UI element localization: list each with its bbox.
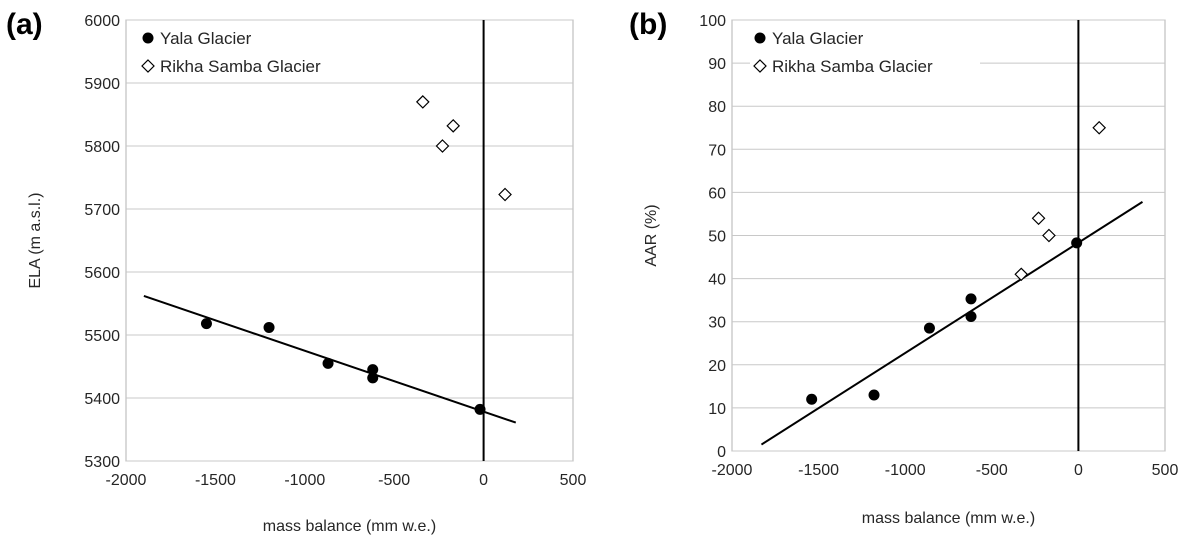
y-tick-label: 5300 — [84, 454, 120, 471]
legend-label-rikha-samba: Rikha Samba Glacier — [160, 57, 321, 76]
x-axis-title: mass balance (mm w.e.) — [263, 518, 436, 535]
x-tick-label: 0 — [479, 472, 488, 489]
data-point-rikha-samba — [1014, 267, 1029, 282]
y-tick-label: 5800 — [84, 139, 120, 156]
panel-a: 5300 5400 5500 5600 5700 5800 5900 6000 -2000 -15… — [6, 8, 586, 535]
legend-marker-rikha-samba — [753, 59, 767, 73]
legend-background — [138, 24, 366, 82]
legend-marker-yala — [142, 32, 154, 44]
y-tick-label: 20 — [708, 358, 726, 375]
data-point-yala — [1071, 237, 1083, 249]
x-tick-label: -500 — [976, 462, 1008, 479]
data-point-rikha-samba — [446, 118, 461, 133]
data-point-rikha-samba — [435, 139, 450, 153]
plot-area — [125, 19, 574, 462]
data-point-rikha-samba — [498, 187, 512, 202]
x-tick-label: 0 — [1074, 462, 1083, 479]
data-point-yala — [200, 318, 212, 330]
y-tick-label: 40 — [708, 272, 726, 289]
data-point-yala — [474, 403, 486, 415]
data-point-yala — [923, 322, 935, 334]
panel-b: 0 10 20 30 40 50 60 70 80 90 100 -2000 -1500 -1000 -50… — [629, 8, 1178, 527]
data-point-yala — [965, 311, 977, 323]
x-tick-label: -1000 — [284, 472, 325, 489]
y-tick-label: 30 — [708, 315, 726, 332]
y-tick-label: 60 — [708, 185, 726, 202]
y-tick-label: 90 — [708, 56, 726, 73]
y-tick-label: 5700 — [84, 202, 120, 219]
panel-letter: (b) — [629, 8, 667, 41]
panel-letter: (a) — [6, 8, 43, 41]
y-tick-label: 100 — [699, 13, 726, 30]
data-point-rikha-samba — [415, 95, 430, 109]
y-tick-label: 10 — [708, 401, 726, 418]
x-tick-label: -2000 — [712, 462, 753, 479]
legend-marker-rikha-samba — [141, 59, 155, 73]
legend-background — [750, 24, 980, 82]
y-tick-label: 50 — [708, 229, 726, 246]
data-point-rikha-samba — [1092, 120, 1107, 135]
y-tick-label: 70 — [708, 142, 726, 159]
x-tick-label: -1500 — [798, 462, 839, 479]
x-axis-title: mass balance (mm w.e.) — [862, 510, 1035, 527]
data-point-yala — [322, 357, 334, 369]
y-tick-label: 80 — [708, 99, 726, 116]
x-tick-label: 500 — [560, 472, 587, 489]
y-tick-label: 5500 — [84, 328, 120, 345]
x-tick-label: 500 — [1152, 462, 1179, 479]
data-point-yala — [806, 393, 818, 405]
legend-marker-yala — [754, 32, 766, 44]
y-tick-label: 0 — [717, 444, 726, 461]
legend-label-rikha-samba: Rikha Samba Glacier — [772, 57, 933, 76]
data-point-yala — [868, 389, 880, 401]
y-tick-label: 5400 — [84, 391, 120, 408]
x-tick-label: -1500 — [195, 472, 236, 489]
y-axis-title: AAR (%) — [643, 204, 660, 266]
data-point-rikha-samba — [1031, 211, 1046, 226]
x-tick-label: -1000 — [885, 462, 926, 479]
legend-label-yala: Yala Glacier — [160, 29, 252, 48]
y-axis-title: ELA (m a.s.l.) — [27, 192, 44, 288]
y-tick-label: 6000 — [84, 13, 120, 30]
y-tick-label: 5600 — [84, 265, 120, 282]
x-tick-label: -2000 — [106, 472, 147, 489]
y-tick-label: 5900 — [84, 76, 120, 93]
data-point-yala — [965, 293, 977, 305]
x-tick-label: -500 — [378, 472, 410, 489]
data-point-rikha-samba — [1042, 228, 1056, 243]
data-point-yala — [367, 372, 379, 384]
data-point-yala — [367, 364, 379, 376]
data-point-yala — [263, 321, 275, 333]
legend-label-yala: Yala Glacier — [772, 29, 864, 48]
